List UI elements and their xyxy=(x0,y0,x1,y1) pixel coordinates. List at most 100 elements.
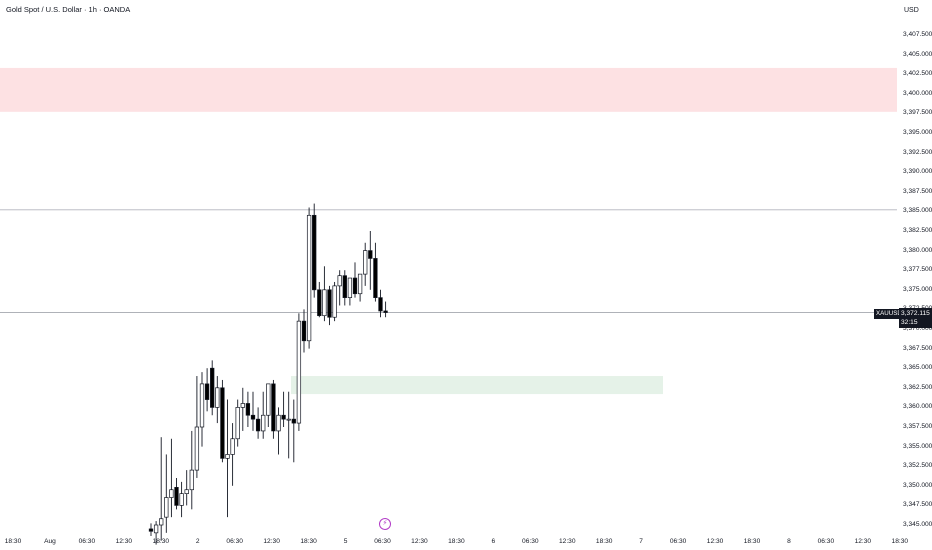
price-tick-label: 3,352.500 xyxy=(903,462,932,470)
bearish-candle xyxy=(255,418,261,432)
bearish-candle xyxy=(220,387,225,459)
price-tick-label: 3,345.000 xyxy=(903,521,932,528)
bearish-candle xyxy=(250,414,256,420)
price-tick-label: 3,400.000 xyxy=(903,89,932,97)
bullish-candle xyxy=(306,214,312,342)
bullish-candle xyxy=(276,414,281,432)
price-tick-label: 3,367.500 xyxy=(903,344,932,352)
bullish-candle xyxy=(296,320,302,424)
time-tick-label: 06:30 xyxy=(669,538,687,545)
time-tick-label: 06:30 xyxy=(817,538,835,545)
bearish-candle xyxy=(352,277,358,295)
time-tick-label: 18:30 xyxy=(4,538,22,545)
bearish-candle xyxy=(312,214,317,291)
bullish-candle xyxy=(261,414,266,432)
bullish-candle xyxy=(164,497,169,518)
price-tick-label: 3,380.000 xyxy=(903,246,932,254)
bullish-candle xyxy=(153,524,159,534)
bearish-candle xyxy=(342,275,347,298)
price-tick-label: 3,397.500 xyxy=(903,109,932,117)
time-tick-label: 18:30 xyxy=(152,538,170,545)
price-tick-label: 3,385.000 xyxy=(903,207,932,215)
current-price: 3,372.115 xyxy=(901,310,930,317)
time-tick-label: 06:30 xyxy=(374,538,391,545)
bearish-candle xyxy=(210,367,215,408)
time-tick-label: 12:30 xyxy=(411,538,428,545)
bullish-candle xyxy=(235,407,240,440)
bearish-candle xyxy=(271,383,276,432)
time-tick-label: 06:30 xyxy=(226,538,243,545)
bullish-candle xyxy=(322,289,327,317)
current-price-tag: 3,372.115 32:15 xyxy=(899,308,932,328)
time-tick-label: 12:30 xyxy=(854,538,872,545)
price-tick-label: 3,402.500 xyxy=(903,70,932,78)
time-tick-label: 18:30 xyxy=(595,538,613,545)
time-tick-label: 12:30 xyxy=(115,538,133,545)
bullish-candle xyxy=(240,403,245,408)
price-tick-label: 3,395.000 xyxy=(903,129,932,136)
bullish-candle xyxy=(363,250,368,275)
bullish-candle xyxy=(332,285,337,318)
bearish-candle xyxy=(383,310,388,313)
candle-countdown: 32:15 xyxy=(901,319,918,326)
price-chart[interactable] xyxy=(0,0,897,550)
bullish-candle xyxy=(357,273,363,295)
time-tick-label: 8 xyxy=(787,538,791,545)
time-tick-label: 12:30 xyxy=(263,538,280,545)
price-tick-label: 3,357.500 xyxy=(903,423,932,430)
bearish-candle xyxy=(327,289,332,318)
bearish-candle xyxy=(204,383,210,400)
bearish-candle xyxy=(174,487,179,506)
bullish-candle xyxy=(286,418,291,421)
bearish-candle xyxy=(301,320,307,342)
zones-layer xyxy=(0,67,897,395)
currency-label[interactable]: USD xyxy=(904,7,919,14)
bearish-candle xyxy=(148,528,154,532)
bullish-candle xyxy=(169,489,174,498)
bearish-candle xyxy=(291,418,296,424)
price-tick-label: 3,347.500 xyxy=(903,501,932,509)
bullish-candle xyxy=(337,275,342,287)
bearish-candle xyxy=(317,289,322,317)
bullish-candle xyxy=(194,426,200,471)
price-tick-label: 3,360.000 xyxy=(903,403,932,411)
bearish-candle xyxy=(373,258,378,298)
bearish-candle xyxy=(245,403,251,416)
price-tick-label: 3,377.500 xyxy=(903,266,932,274)
bullish-candle xyxy=(159,518,164,526)
bearish-candle xyxy=(368,250,373,259)
bullish-candle xyxy=(184,489,189,494)
time-tick-label: Aug xyxy=(44,538,56,545)
bullish-candle xyxy=(225,454,230,459)
time-tick-label: 06:30 xyxy=(78,538,96,545)
time-tick-label: 18:30 xyxy=(891,538,909,545)
bearish-candle xyxy=(378,297,383,312)
price-tick-label: 3,370.000 xyxy=(903,325,932,332)
price-tick-label: 3,350.000 xyxy=(903,481,932,489)
supply-zone xyxy=(0,67,897,112)
demand-zone xyxy=(291,376,663,395)
price-tick-label: 3,392.500 xyxy=(903,148,932,156)
price-tick-label: 3,362.500 xyxy=(903,383,932,391)
bullish-candle xyxy=(179,493,184,506)
price-tick-label: 3,390.000 xyxy=(903,168,932,176)
bullish-candle xyxy=(347,277,353,298)
time-tick-label: 18:30 xyxy=(448,538,465,545)
price-tick-label: 3,355.000 xyxy=(903,442,932,450)
price-tick-label: 3,365.000 xyxy=(903,364,932,372)
time-tick-label: 06:30 xyxy=(522,538,539,545)
chart-title: Gold Spot / U.S. Dollar · 1h · OANDA xyxy=(6,5,131,14)
price-tick-label: 3,387.500 xyxy=(903,187,932,195)
time-tick-label: 18:30 xyxy=(300,538,317,545)
time-tick-label: 2 xyxy=(195,538,200,545)
bullish-candle xyxy=(266,383,271,416)
time-tick-label: 5 xyxy=(343,538,348,545)
symbol-tag: XAUUSD xyxy=(874,309,904,319)
time-tick-label: 18:30 xyxy=(743,538,761,545)
time-tick-label: 12:30 xyxy=(558,538,576,545)
lightning-icon[interactable]: ⚡︎ xyxy=(379,518,391,530)
price-tick-label: 3,375.000 xyxy=(903,285,932,293)
bullish-candle xyxy=(189,469,194,491)
bullish-candle xyxy=(230,438,235,455)
bearish-candle xyxy=(281,414,286,420)
